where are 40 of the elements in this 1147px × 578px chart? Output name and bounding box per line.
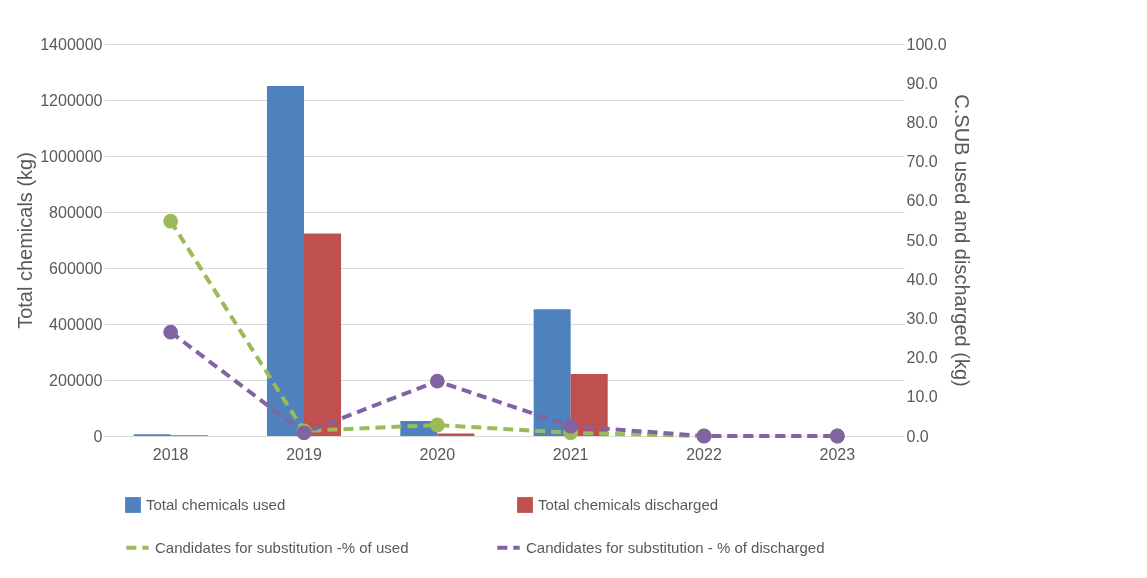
legend-label: Total chemicals discharged <box>538 496 719 513</box>
x-tick-label: 2018 <box>152 445 189 463</box>
x-tick-label: 2019 <box>286 445 322 463</box>
y2-tick-label: 30.0 <box>906 309 938 327</box>
y2-tick-label: 60.0 <box>906 192 938 210</box>
point <box>563 418 579 434</box>
x-tick-label: 2023 <box>819 445 856 463</box>
y2-tick-label: 70.0 <box>906 153 938 171</box>
legend-label: Total chemicals used <box>146 496 286 513</box>
y-tick-label: 1200000 <box>40 91 103 109</box>
point <box>163 324 179 340</box>
y2-axis-title: C.SUB used and discharged (kg) <box>950 94 973 387</box>
y2-tick-label: 40.0 <box>906 270 938 288</box>
bar <box>266 86 304 436</box>
bar <box>304 233 342 436</box>
legend-label: Candidates for substitution - % of discharged <box>526 538 825 556</box>
y2-tick-label: 90.0 <box>906 74 938 92</box>
y2-tick-label: 50.0 <box>906 231 938 249</box>
y2-tick-label: 80.0 <box>906 113 938 131</box>
point <box>429 417 445 433</box>
y-tick-label: 800000 <box>49 203 103 221</box>
x-tick-label: 2020 <box>419 445 456 463</box>
y2-tick-label: 0.0 <box>906 427 929 445</box>
x-tick-label: 2022 <box>686 445 722 463</box>
y-tick-label: 600000 <box>49 259 103 277</box>
bar <box>437 433 475 436</box>
y-tick-label: 0 <box>93 427 103 445</box>
point <box>163 213 179 229</box>
y-tick-label: 400000 <box>49 315 103 333</box>
point <box>429 373 445 389</box>
legend-label: Candidates for substitution -% of used <box>155 538 409 556</box>
y2-tick-label: 20.0 <box>906 349 938 367</box>
y2-tick-label: 10.0 <box>906 388 938 406</box>
y-tick-label: 200000 <box>49 371 103 389</box>
y-axis-title: Total chemicals (kg) <box>14 152 37 329</box>
y2-tick-label: 100.0 <box>906 35 947 53</box>
y-tick-label: 1000000 <box>40 147 103 165</box>
y-tick-label: 1400000 <box>40 35 103 53</box>
bar <box>533 309 571 436</box>
x-tick-label: 2021 <box>552 445 589 463</box>
